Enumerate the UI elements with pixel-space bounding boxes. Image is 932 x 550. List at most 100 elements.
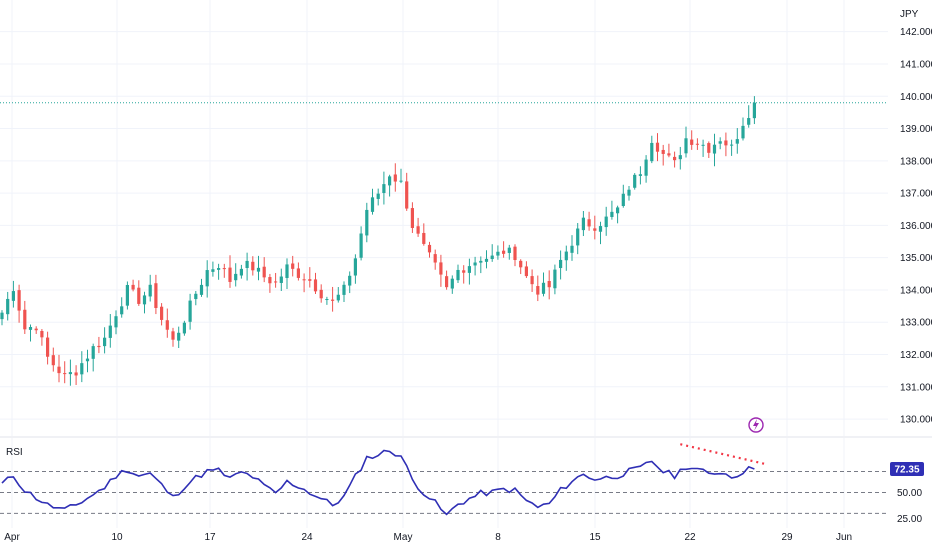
candle-37 <box>211 261 215 277</box>
candle-114 <box>650 135 654 164</box>
candle-body-115 <box>655 142 660 152</box>
candle-58 <box>331 286 335 312</box>
candle-body-103 <box>587 219 591 227</box>
candle-body-113 <box>644 159 648 176</box>
candle-body-91 <box>519 260 523 268</box>
candle-body-44 <box>251 261 255 271</box>
candle-65 <box>370 188 375 215</box>
candle-body-52 <box>296 268 300 278</box>
candle-72 <box>410 202 414 233</box>
candle-body-106 <box>604 216 608 228</box>
candle-body-58 <box>331 299 335 301</box>
candle-90 <box>513 244 517 267</box>
candle-96 <box>547 270 551 300</box>
candle-62 <box>353 254 357 284</box>
candle-body-116 <box>661 149 665 154</box>
candle-body-3 <box>17 290 21 311</box>
candle-0 <box>0 310 4 326</box>
candle-body-101 <box>576 228 580 246</box>
candle-body-31 <box>177 332 181 341</box>
rsi-axis: 50.00 25.00 <box>897 488 922 525</box>
rsi-tick-0: 50.00 <box>897 488 922 499</box>
candle-body-70 <box>399 180 403 182</box>
candle-body-17 <box>97 345 101 348</box>
candle-body-97 <box>553 269 557 289</box>
candle-body-120 <box>684 138 688 154</box>
candle-body-65 <box>370 197 375 212</box>
candle-71 <box>405 172 409 211</box>
candle-body-130 <box>741 125 745 139</box>
candle-68 <box>388 174 392 197</box>
candle-body-118 <box>673 156 677 161</box>
time-tick-6: 15 <box>589 532 601 543</box>
candle-24 <box>137 280 141 306</box>
candle-body-109 <box>621 193 625 207</box>
candle-99 <box>564 245 568 271</box>
candle-41 <box>234 263 238 287</box>
candle-8 <box>46 331 50 365</box>
candle-14 <box>80 351 84 383</box>
candle-body-12 <box>68 372 72 375</box>
candle-67 <box>382 171 386 205</box>
candle-body-49 <box>279 276 283 283</box>
candle-body-53 <box>302 279 306 281</box>
candle-69 <box>393 163 397 192</box>
time-tick-1: 10 <box>111 532 123 543</box>
candle-34 <box>194 290 198 306</box>
candle-119 <box>678 146 682 170</box>
candle-body-21 <box>120 306 124 315</box>
candle-94 <box>536 275 540 302</box>
candle-body-125 <box>712 144 717 154</box>
candle-10 <box>57 354 61 383</box>
candle-79 <box>450 275 454 294</box>
rsi-badge-value: 72.35 <box>894 464 919 475</box>
candle-125 <box>712 133 717 167</box>
candle-body-23 <box>131 284 135 290</box>
price-tick-2: 140.000 <box>900 92 932 103</box>
candle-body-43 <box>245 260 249 269</box>
candle-86 <box>490 244 494 262</box>
candle-97 <box>553 264 557 295</box>
candle-body-57 <box>325 299 329 301</box>
candle-body-22 <box>125 284 129 306</box>
candle-body-7 <box>40 330 44 338</box>
candle-51 <box>291 255 295 277</box>
time-tick-0: Apr <box>4 532 20 543</box>
candle-body-8 <box>46 337 50 357</box>
candle-body-59 <box>336 294 340 301</box>
candle-36 <box>205 260 209 298</box>
candle-body-89 <box>507 247 511 253</box>
candle-54 <box>308 267 312 288</box>
candle-19 <box>108 314 112 348</box>
candle-98 <box>559 250 563 280</box>
candle-body-119 <box>678 155 682 160</box>
candle-body-56 <box>319 289 323 299</box>
candle-body-114 <box>650 142 654 162</box>
candle-18 <box>103 327 107 354</box>
candle-32 <box>182 320 186 336</box>
candle-body-4 <box>23 309 27 330</box>
candle-7 <box>40 329 44 346</box>
candle-body-71 <box>405 181 409 209</box>
candle-body-25 <box>142 295 147 305</box>
candle-body-102 <box>581 217 585 231</box>
candle-117 <box>667 143 671 158</box>
candle-body-64 <box>365 209 369 236</box>
candle-body-73 <box>416 226 420 234</box>
candle-body-47 <box>268 277 272 284</box>
candle-body-108 <box>616 207 620 214</box>
candle-81 <box>462 265 466 284</box>
candle-95 <box>541 272 546 297</box>
rsi-gridlines <box>11 438 845 528</box>
candle-21 <box>120 297 124 318</box>
candle-131 <box>747 105 751 128</box>
candle-59 <box>336 287 340 303</box>
candle-48 <box>274 272 278 288</box>
price-tick-9: 133.000 <box>900 318 932 329</box>
candle-body-66 <box>376 193 380 199</box>
candle-body-13 <box>74 372 78 376</box>
candle-body-79 <box>450 278 454 289</box>
candle-body-68 <box>388 176 392 186</box>
event-marker[interactable] <box>748 417 764 433</box>
